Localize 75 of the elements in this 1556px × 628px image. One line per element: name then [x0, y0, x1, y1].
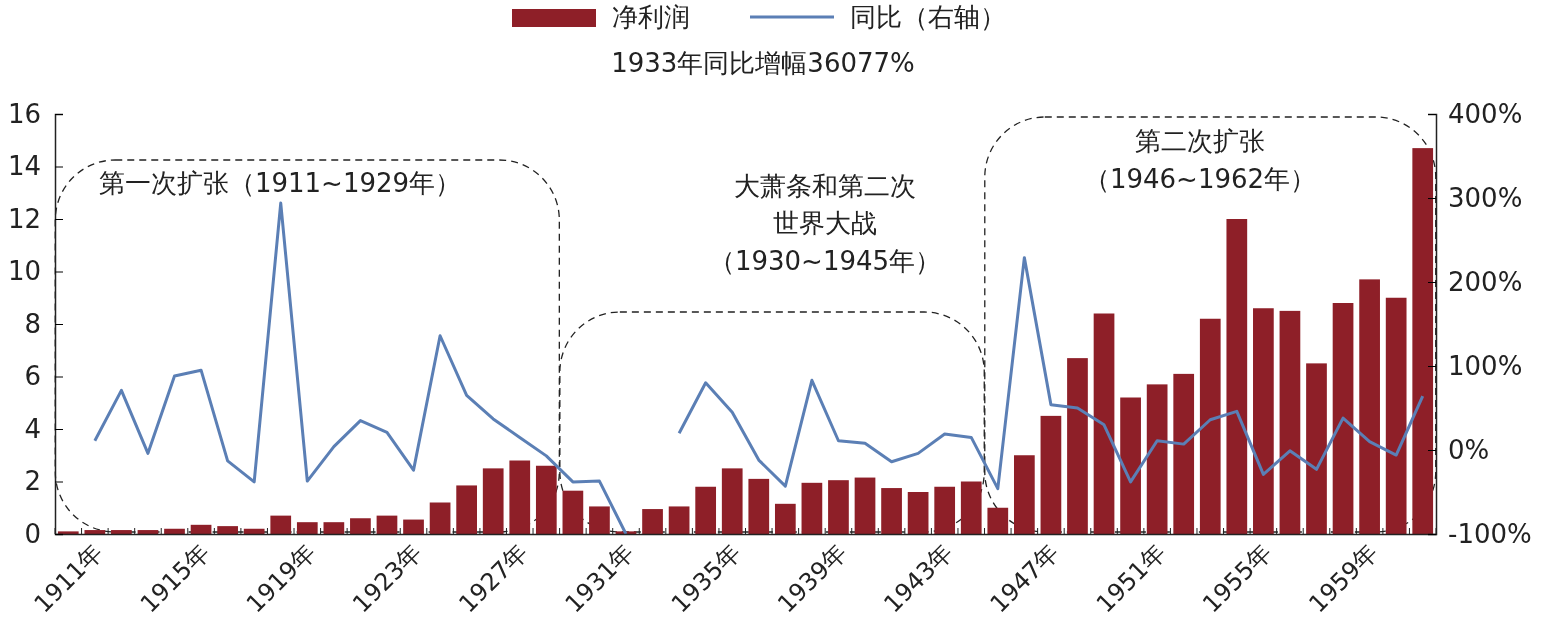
legend-label: 净利润 [612, 2, 690, 32]
y-tick-label: 8 [24, 308, 41, 339]
text: 1933年同比增幅36077% [611, 48, 915, 78]
bar [1120, 397, 1141, 534]
bar [84, 530, 106, 534]
bar [243, 528, 265, 534]
bar [801, 482, 823, 534]
bar [1306, 363, 1327, 534]
annotation: （1930~1945年） [708, 246, 942, 276]
bar [270, 515, 292, 534]
bar [323, 522, 345, 534]
bar [907, 492, 929, 534]
y-tick-label: 14 [7, 151, 41, 182]
y-tick-label: 16 [7, 98, 41, 129]
bar [217, 526, 238, 534]
bar [1332, 303, 1354, 534]
bar [1359, 279, 1380, 534]
bar [296, 522, 318, 534]
bar [429, 502, 451, 534]
legend-label: 同比（右轴） [850, 2, 1006, 32]
bar [1253, 308, 1274, 534]
bar [403, 519, 424, 534]
annotation: 第二次扩张 [1135, 126, 1265, 156]
bar [376, 515, 398, 534]
annotation: 第一次扩张（1911~1929年） [98, 168, 462, 198]
bar [987, 507, 1009, 534]
bar [828, 480, 849, 534]
bar [1173, 373, 1195, 534]
bar [1412, 148, 1434, 534]
y2-tick-label: 400% [1448, 98, 1523, 129]
annotation: 大萧条和第二次 [734, 171, 916, 201]
y2-tick-label: 200% [1448, 266, 1523, 297]
bar [695, 486, 717, 534]
y2-tick-label: 300% [1448, 182, 1523, 213]
y-tick-label: 12 [7, 203, 41, 234]
bar [1093, 313, 1115, 534]
y2-tick-label: 0% [1448, 434, 1490, 465]
bar [509, 460, 531, 534]
y-tick-label: 2 [24, 466, 41, 497]
bar [881, 488, 902, 534]
bar [1279, 310, 1301, 534]
bar [456, 485, 477, 534]
y-tick-label: 6 [24, 361, 41, 392]
bar [111, 530, 132, 534]
bar [137, 530, 159, 534]
bar [589, 506, 610, 534]
bar [535, 465, 557, 534]
bar [190, 524, 212, 534]
bar [642, 509, 663, 534]
y2-tick-label: -100% [1448, 518, 1532, 549]
bar [164, 528, 185, 534]
annotation: （1946~1962年） [1083, 164, 1317, 194]
bar [57, 531, 79, 534]
bar [854, 477, 876, 534]
bar [1040, 415, 1062, 534]
y-tick-label: 4 [24, 413, 41, 444]
y-tick-label: 0 [24, 518, 41, 549]
bar [1146, 384, 1168, 534]
bar [1385, 297, 1407, 534]
bar [668, 506, 690, 534]
bar [1067, 358, 1088, 534]
bar [934, 486, 956, 534]
y2-tick-label: 100% [1448, 350, 1523, 381]
bar [748, 478, 770, 534]
bar [1014, 455, 1035, 534]
bar [721, 468, 743, 534]
bar [562, 490, 584, 534]
bar [774, 503, 796, 534]
bar [350, 518, 371, 534]
annotation: 世界大战 [773, 208, 877, 238]
bar [1199, 318, 1221, 534]
bar [1226, 219, 1248, 534]
y-tick-label: 10 [7, 256, 41, 287]
bar [482, 468, 504, 534]
bar [960, 481, 982, 534]
